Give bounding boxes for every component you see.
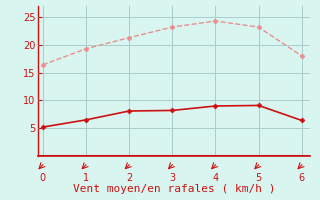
X-axis label: Vent moyen/en rafales ( km/h ): Vent moyen/en rafales ( km/h )	[73, 184, 276, 194]
